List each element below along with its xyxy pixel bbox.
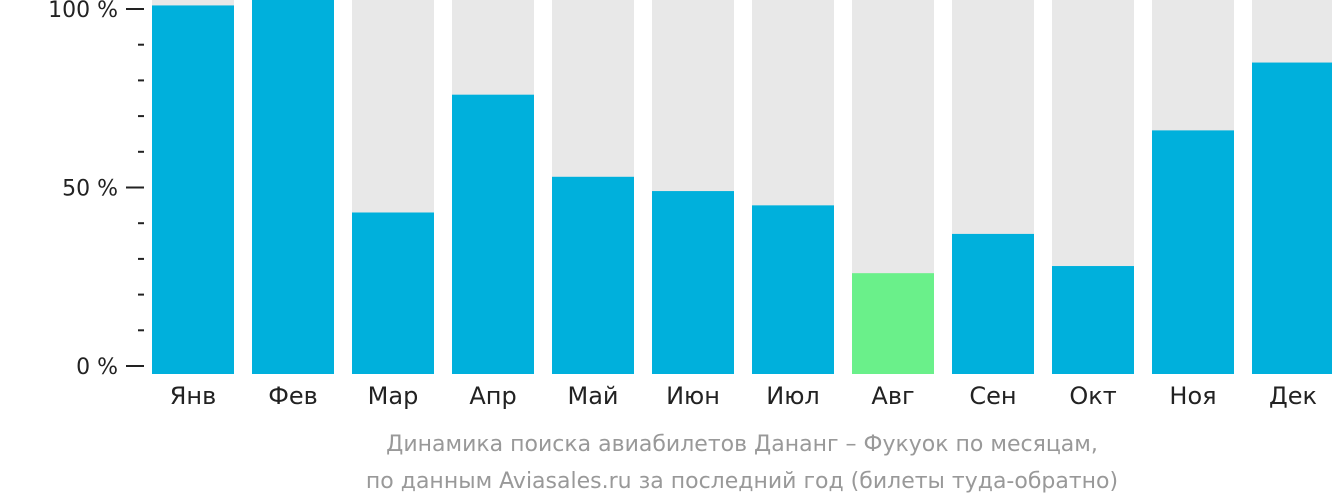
- y-tick-label-3: 100 %: [48, 0, 118, 23]
- x-tick-label-11: Ноя: [1169, 382, 1216, 410]
- chart-caption-line-2: по данным Aviasales.ru за последний год …: [366, 469, 1118, 494]
- bar-1: [152, 5, 234, 375]
- bar-8: [852, 273, 934, 374]
- bar-10: [1052, 266, 1134, 374]
- bar-2: [252, 0, 334, 374]
- x-tick-label-9: Сен: [969, 382, 1016, 410]
- x-tick-label-3: Мар: [368, 382, 419, 410]
- x-axis-labels: Янв Фев Мар Апр Май Июн Июл Авг Сен Окт Ноя Дек: [170, 382, 1317, 410]
- bar-11: [1152, 130, 1234, 374]
- x-tick-label-4: Апр: [469, 382, 516, 410]
- x-tick-label-10: Окт: [1069, 382, 1116, 410]
- x-tick-label-5: Май: [567, 382, 618, 410]
- x-tick-label-2: Фев: [268, 382, 318, 410]
- bar-6: [652, 191, 734, 374]
- bar-9: [952, 233, 1034, 374]
- y-axis: 0 % 50 % 100 %: [48, 0, 144, 380]
- bar-3: [352, 212, 434, 374]
- x-tick-label-12: Дек: [1269, 382, 1317, 410]
- x-tick-label-1: Янв: [170, 382, 217, 410]
- y-tick-label-1: 0 %: [76, 355, 118, 380]
- y-tick-label-2: 50 %: [62, 177, 118, 202]
- bar-7: [752, 205, 834, 374]
- bar-12: [1252, 62, 1332, 375]
- chart-caption-line-1: Динамика поиска авиабилетов Дананг – Фук…: [386, 432, 1098, 457]
- bars: [152, 0, 1332, 375]
- x-tick-label-6: Июн: [666, 382, 720, 410]
- x-tick-label-7: Июл: [766, 382, 820, 410]
- bar-4: [452, 94, 534, 375]
- x-tick-label-8: Авг: [871, 382, 914, 410]
- bar-5: [552, 176, 634, 374]
